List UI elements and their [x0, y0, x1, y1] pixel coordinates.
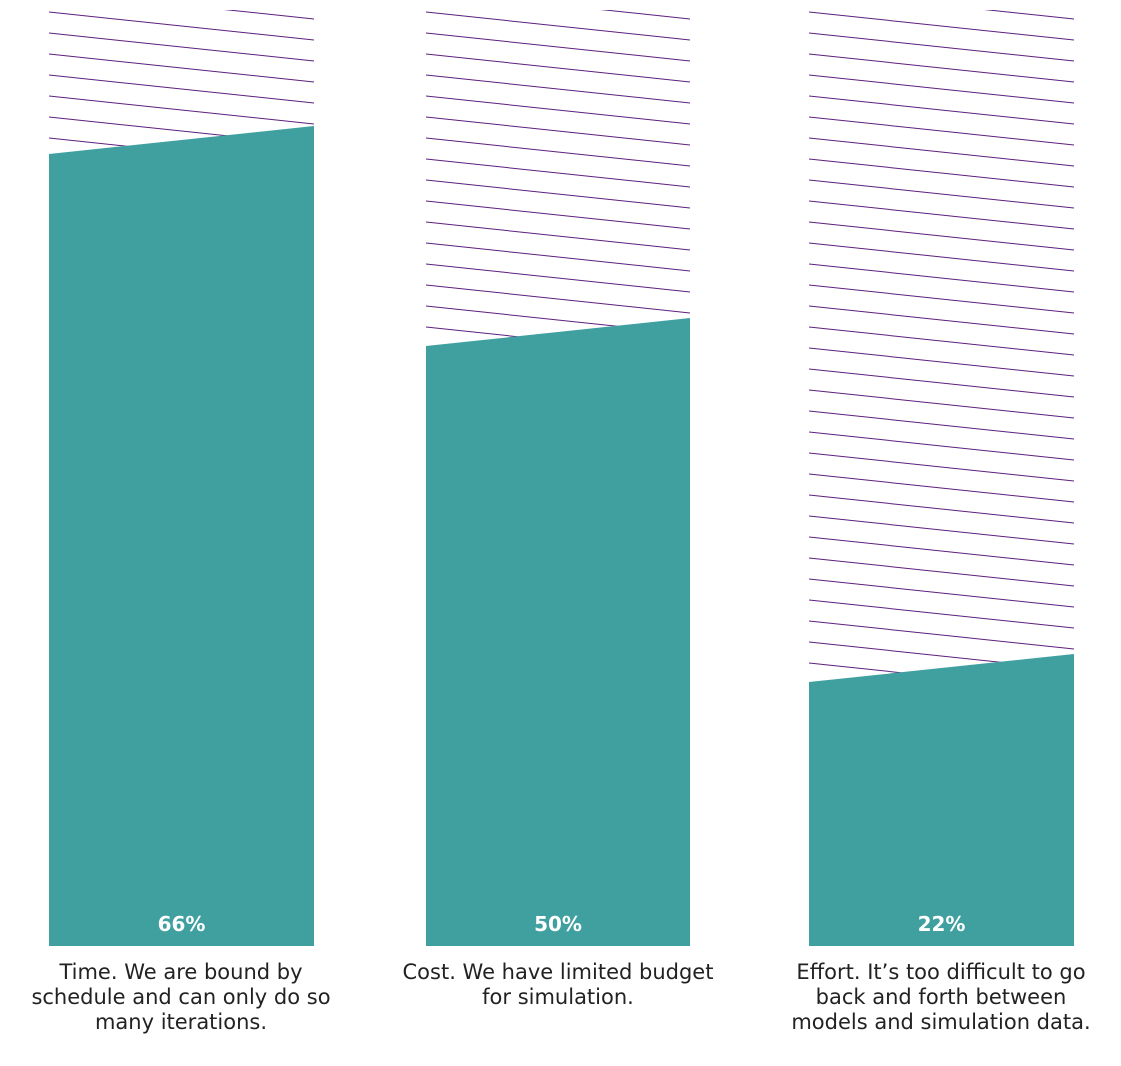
- category-label-time: Time. We are bound by schedule and can o…: [31, 960, 331, 1034]
- hatch-line: [809, 326, 1074, 356]
- hatch-line: [809, 95, 1074, 125]
- hatch-line: [426, 32, 690, 62]
- bar-value-label-cost: 50%: [534, 912, 582, 936]
- hatch-line: [809, 305, 1074, 335]
- hatch-line: [809, 284, 1074, 314]
- hatch-line: [809, 263, 1074, 293]
- hatch-line: [809, 620, 1074, 650]
- bar-group-2: 22%: [809, 10, 1074, 946]
- hatch-line: [809, 473, 1074, 503]
- hatch-line: [809, 221, 1074, 251]
- hatch-line: [426, 158, 690, 188]
- hatch-line: [809, 116, 1074, 146]
- category-label-cost: Cost. We have limited budget for simulat…: [402, 960, 714, 1009]
- hatch-line: [809, 578, 1074, 608]
- hatch-line: [426, 11, 690, 41]
- hatch-line: [426, 200, 690, 230]
- hatch-line: [809, 200, 1074, 230]
- hatch-line: [49, 95, 314, 125]
- hatch-line: [809, 74, 1074, 104]
- bar-value-label-time: 66%: [158, 912, 206, 936]
- hatch-line: [49, 32, 314, 62]
- hatch-line: [809, 53, 1074, 83]
- hatch-line: [809, 11, 1074, 41]
- hatch-line: [809, 431, 1074, 461]
- hatch-line: [809, 452, 1074, 482]
- hatch-line: [809, 515, 1074, 545]
- bar-value-label-effort: 22%: [918, 912, 966, 936]
- hatch-line: [809, 599, 1074, 629]
- hatch-line: [426, 95, 690, 125]
- hatch-line: [426, 179, 690, 209]
- hatch-line: [426, 137, 690, 167]
- hatch-line: [49, 53, 314, 83]
- hatch-line: [426, 263, 690, 293]
- hatch-line: [809, 536, 1074, 566]
- bar-group-1: 50%: [426, 10, 690, 946]
- hatch-line: [49, 74, 314, 104]
- hatch-line: [49, 11, 314, 41]
- hatch-line: [809, 242, 1074, 272]
- hatch-line: [809, 32, 1074, 62]
- hatch-line: [426, 284, 690, 314]
- hatch-line: [809, 179, 1074, 209]
- bar-cost: [426, 318, 690, 946]
- hatch-line: [809, 410, 1074, 440]
- hatch-line: [809, 137, 1074, 167]
- hatch-line: [426, 242, 690, 272]
- hatch-line: [600, 10, 690, 20]
- hatch-line: [809, 158, 1074, 188]
- hatch-line: [426, 74, 690, 104]
- hatch-line: [426, 53, 690, 83]
- hatch-line: [809, 368, 1074, 398]
- hatch-line: [426, 116, 690, 146]
- hatch-line: [426, 221, 690, 251]
- hatch-line: [224, 10, 314, 20]
- bar-time: [49, 126, 314, 946]
- bar-effort: [809, 654, 1074, 946]
- hatch-line: [809, 494, 1074, 524]
- hatch-line: [809, 347, 1074, 377]
- hatch-line: [809, 389, 1074, 419]
- category-label-effort: Effort. It’s too difficult to go back an…: [791, 960, 1091, 1034]
- hatch-line: [809, 557, 1074, 587]
- bar-group-0: 66%: [49, 10, 314, 946]
- hatch-line: [984, 10, 1074, 20]
